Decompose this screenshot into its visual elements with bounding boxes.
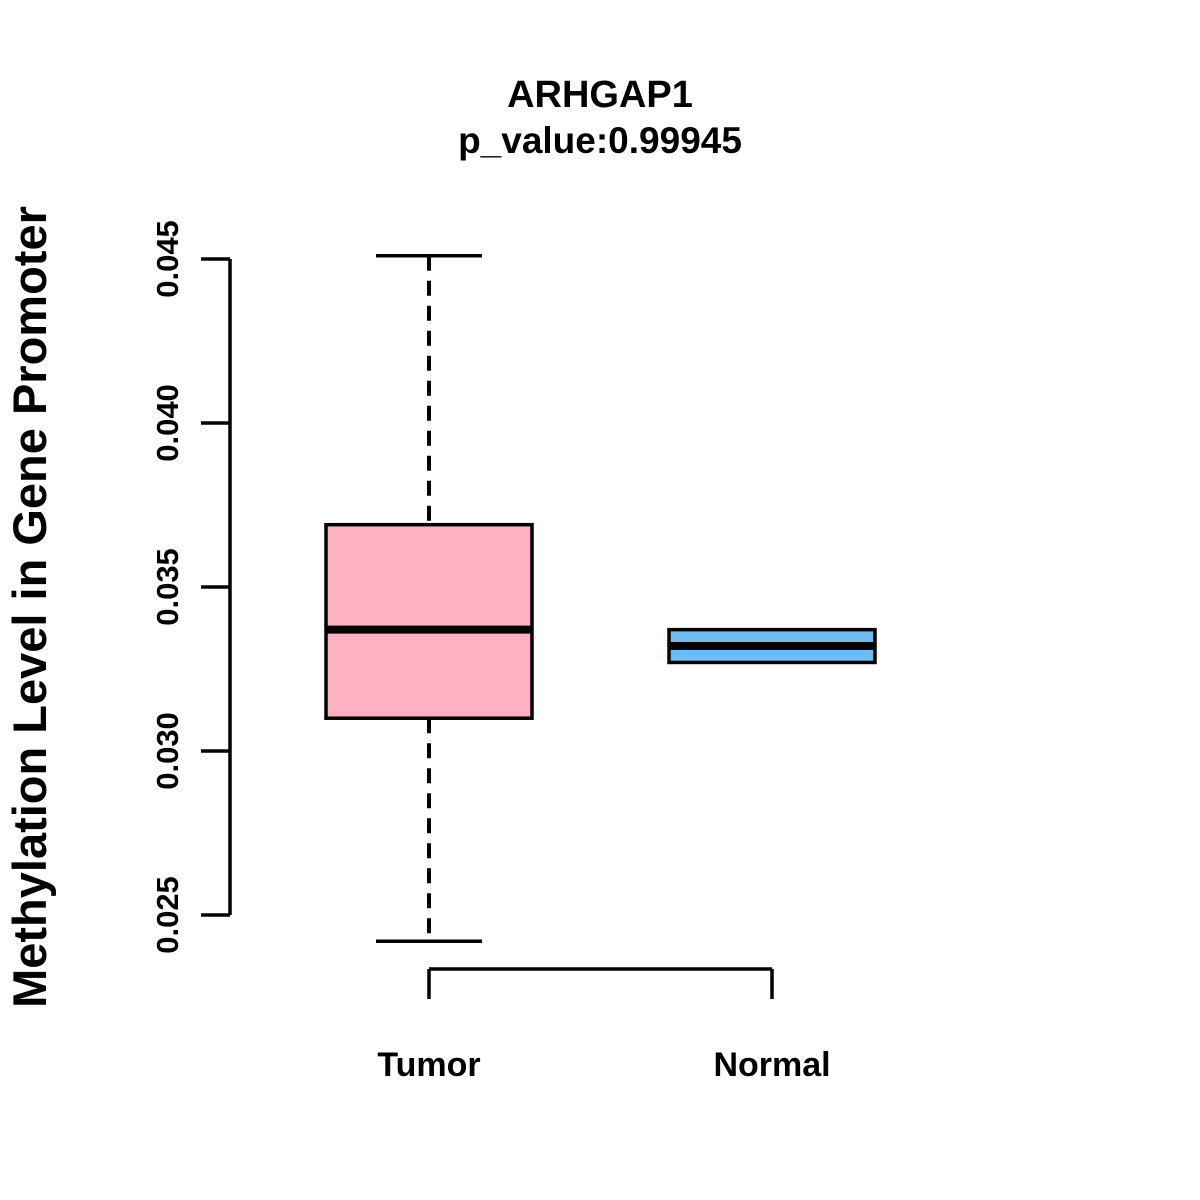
y-axis-label: Methylation Level in Gene Promoter bbox=[3, 206, 56, 1008]
box-tumor bbox=[324, 522, 534, 720]
y-axis-tick-label: 0.025 bbox=[150, 876, 185, 954]
x-axis-group-label: Tumor bbox=[377, 1046, 480, 1084]
y-axis-tick-label: 0.040 bbox=[150, 384, 185, 462]
chart-title: ARHGAP1 bbox=[507, 74, 693, 116]
chart-subtitle: p_value:0.99945 bbox=[458, 120, 742, 161]
y-axis-tick-label: 0.035 bbox=[150, 548, 185, 626]
y-axis-tick-label: 0.030 bbox=[150, 712, 185, 790]
y-axis-tick-label: 0.045 bbox=[150, 220, 185, 298]
x-axis-group-label: Normal bbox=[713, 1046, 830, 1084]
plot-elements: 0.025 0.030 0.035 0.040 0.045 Tumor Normal bbox=[150, 220, 877, 1084]
